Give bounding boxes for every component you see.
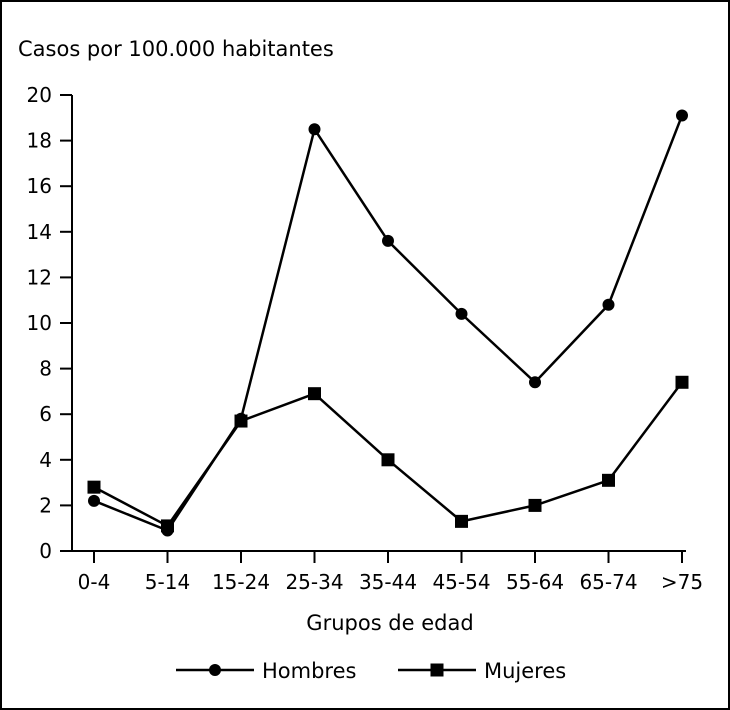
series-line [93,115,684,533]
square-marker-icon [430,663,444,677]
x-tick-label: 55-64 [506,570,564,594]
data-point [234,414,248,428]
legend-label: Mujeres [484,659,566,683]
data-point [529,376,541,389]
y-tick-label: 20 [27,83,52,107]
data-point [528,498,542,512]
x-tick-label: >75 [661,570,703,594]
circle-marker-icon [209,664,221,676]
data-point [455,307,468,320]
x-tick-label: 45-54 [432,570,490,594]
y-tick-label: 16 [27,174,52,198]
y-tick-label: 10 [27,311,52,335]
data-point [308,123,321,136]
y-tick-label: 4 [39,448,52,472]
y-axis-title: Casos por 100.000 habitantes [18,37,334,61]
axes: 0 2 4 6 8 10 12 14 16 18 20 0-4 5-14 15-24 25-34 35-44 4… [27,83,704,594]
legend: Hombres Mujeres [176,659,566,683]
series-mujeres [87,375,689,533]
data-point [602,473,615,487]
series-hombres [88,109,688,537]
y-tick-label: 12 [27,265,52,289]
x-tick-label: 25-34 [285,570,343,594]
legend-item-hombres: Hombres [176,659,356,683]
x-tick-label: 35-44 [359,570,417,594]
legend-item-mujeres: Mujeres [398,659,566,683]
data-point [602,298,615,311]
data-point [455,514,468,528]
x-tick-label: 65-74 [579,570,637,594]
y-tick-label: 14 [27,220,52,244]
data-point [676,109,688,122]
data-point [675,375,689,389]
x-tick-label: 5-14 [145,570,190,594]
data-point [381,453,395,467]
data-point [382,234,394,247]
x-axis-title: Grupos de edad [306,611,473,635]
y-tick-label: 2 [39,493,52,517]
y-tick-label: 8 [39,357,52,381]
data-point [161,519,174,533]
series-layer [87,109,689,537]
x-tick-label: 15-24 [212,570,270,594]
legend-label: Hombres [262,659,356,683]
data-point [87,480,101,494]
x-tick-label: 0-4 [78,570,111,594]
y-tick-label: 6 [39,402,52,426]
y-tick-label: 0 [39,539,52,563]
y-tick-label: 18 [27,129,52,153]
data-point [88,494,100,507]
data-point [308,387,321,401]
